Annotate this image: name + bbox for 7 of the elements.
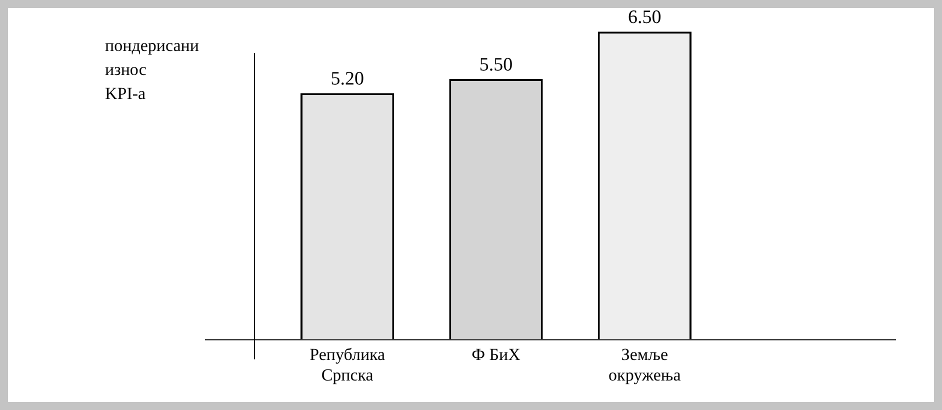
x-tick-label: Земље окружења [608, 344, 682, 384]
data-label: 5.20 [330, 68, 364, 90]
x-tick-label: Ф БиХ [472, 344, 520, 364]
data-label: 6.50 [628, 7, 662, 28]
x-tick-label: Република Српска [310, 344, 386, 384]
y-axis-title: пондерисани износ KPI-а [105, 35, 199, 105]
data-label: 5.50 [479, 54, 513, 76]
